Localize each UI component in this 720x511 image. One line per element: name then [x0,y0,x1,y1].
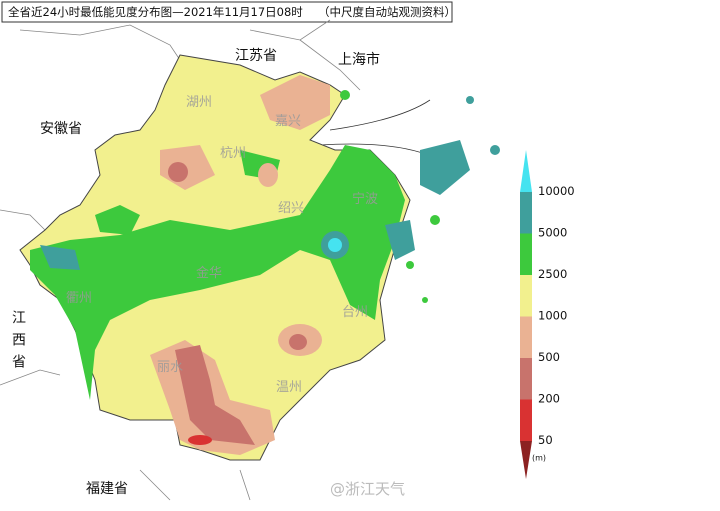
province-label: 江苏省 [235,48,277,64]
legend-swatch [520,233,532,275]
legend-swatch [520,316,532,358]
city-label: 嘉兴 [275,114,301,129]
title-box [1,1,453,23]
low-vis [150,75,330,455]
legend-swatch [520,192,532,234]
province-label: 上海市 [338,51,380,68]
province-label: 福建省 [86,481,128,497]
city-label: 绍兴 [278,201,304,216]
province-labels: 江苏省 上海市 安徽省 福建省 [40,48,380,497]
borders [0,19,441,501]
legend-label: 5000 [538,226,567,240]
city-label: 湖州 [186,95,212,110]
city-label: 金华 [196,265,222,281]
city-label: 温州 [276,380,302,395]
city-label: 台州 [342,305,368,320]
province-label: 安徽省 [40,121,82,137]
legend-arrow-bottom [520,441,532,479]
province-label-vertical: 江西省 [10,310,26,376]
province-label: 江西省 [10,310,26,376]
city-label: 衢州 [66,291,92,306]
city-label: 宁波 [352,191,378,207]
green-areas [30,145,405,400]
title: 全省近24小时最低能见度分布图—2021年11月17日08时 [8,5,303,19]
city-label: 杭州 [220,146,246,161]
legend-swatch [520,399,532,441]
city-label: 丽水 [157,360,183,375]
legend: 10000 5000 2500 1000 500 200 50 (m) [520,150,575,479]
city-labels: 湖州 嘉兴 杭州 绍兴 宁波 金华 衢州 台州 丽水 温州 [66,95,378,395]
legend-swatch [520,275,532,317]
legend-label: 200 [538,392,560,406]
islands [340,90,500,303]
legend-arrow-top [520,150,532,192]
legend-swatch [520,358,532,400]
legend-label: 500 [538,350,560,364]
legend-label: 50 [538,433,553,447]
source: （中尺度自动站观测资料） [318,5,456,19]
legend-label: 2500 [538,267,567,281]
watermark: @浙江天气 [330,480,405,498]
legend-unit: (m) [532,454,546,463]
legend-label: 10000 [538,184,575,198]
legend-label: 1000 [538,309,567,323]
high-vis [40,140,470,270]
